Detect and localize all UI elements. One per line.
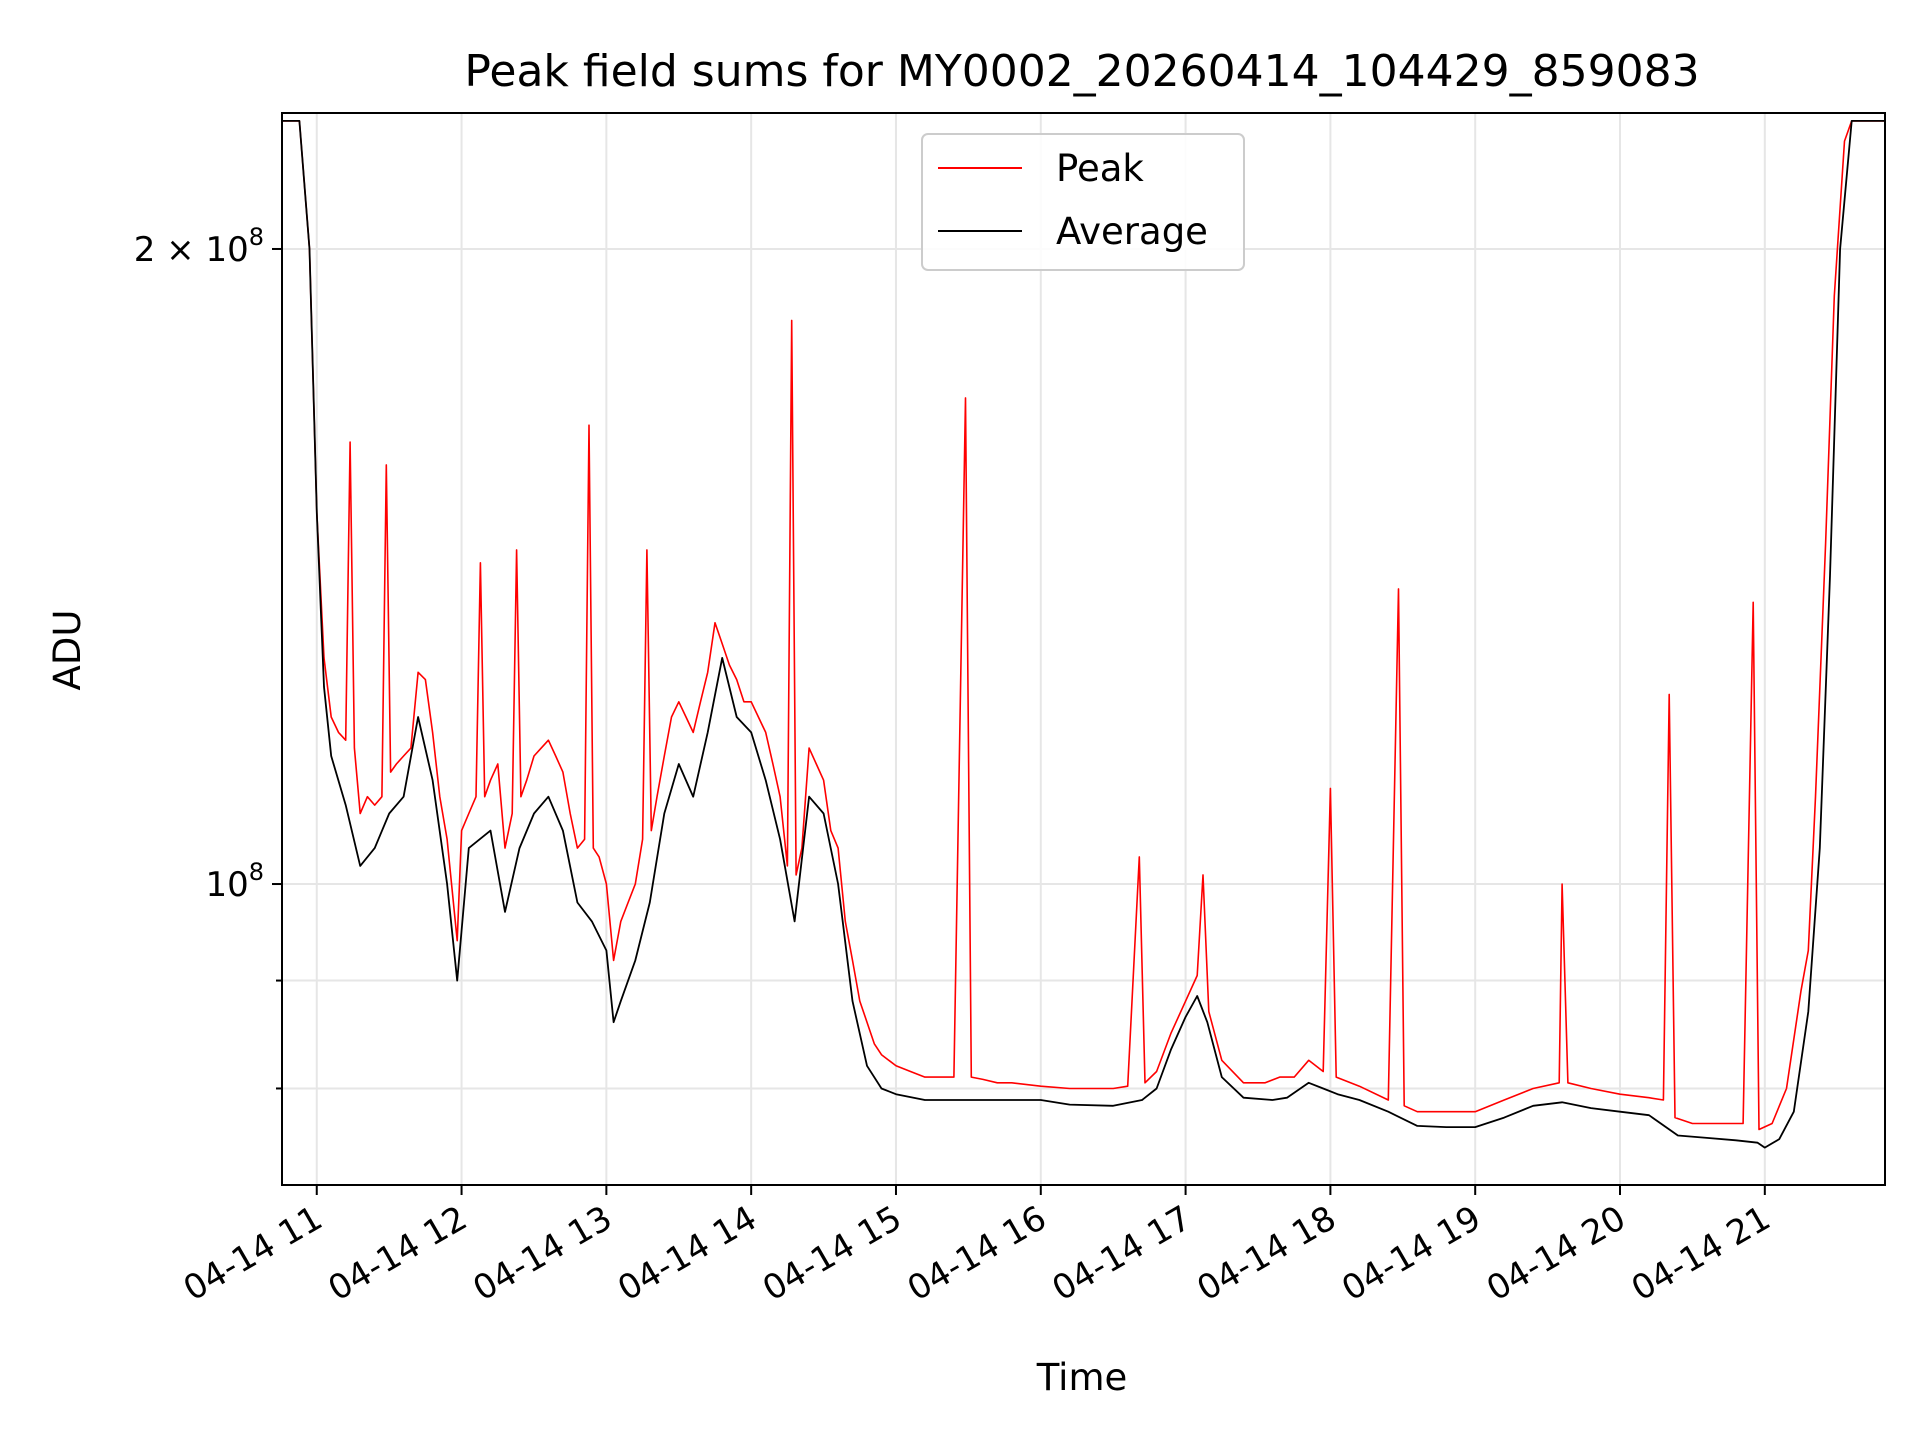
y-tick-exponent: 8 xyxy=(249,858,264,886)
y-tick-exponent: 8 xyxy=(249,223,264,251)
y-tick-base: 10 xyxy=(205,865,248,905)
x-axis-label: Time xyxy=(1036,1356,1128,1399)
y-tick-label: 2 × 108 xyxy=(134,223,264,270)
y-tick-base: 2 × 10 xyxy=(134,230,249,270)
legend-peak-label: Peak xyxy=(1056,147,1144,190)
chart-title: Peak field sums for MY0002_20260414_1044… xyxy=(464,46,1699,97)
plot-area xyxy=(282,120,1885,1149)
series-line-peak xyxy=(282,120,1885,1131)
plot-frame xyxy=(281,112,1886,1186)
legend: Peak Average xyxy=(921,133,1245,271)
y-tick-label: 108 xyxy=(205,858,264,905)
legend-average-label: Average xyxy=(1056,210,1208,253)
series-line-average xyxy=(282,120,1885,1149)
y-axis-label: ADU xyxy=(46,610,89,691)
